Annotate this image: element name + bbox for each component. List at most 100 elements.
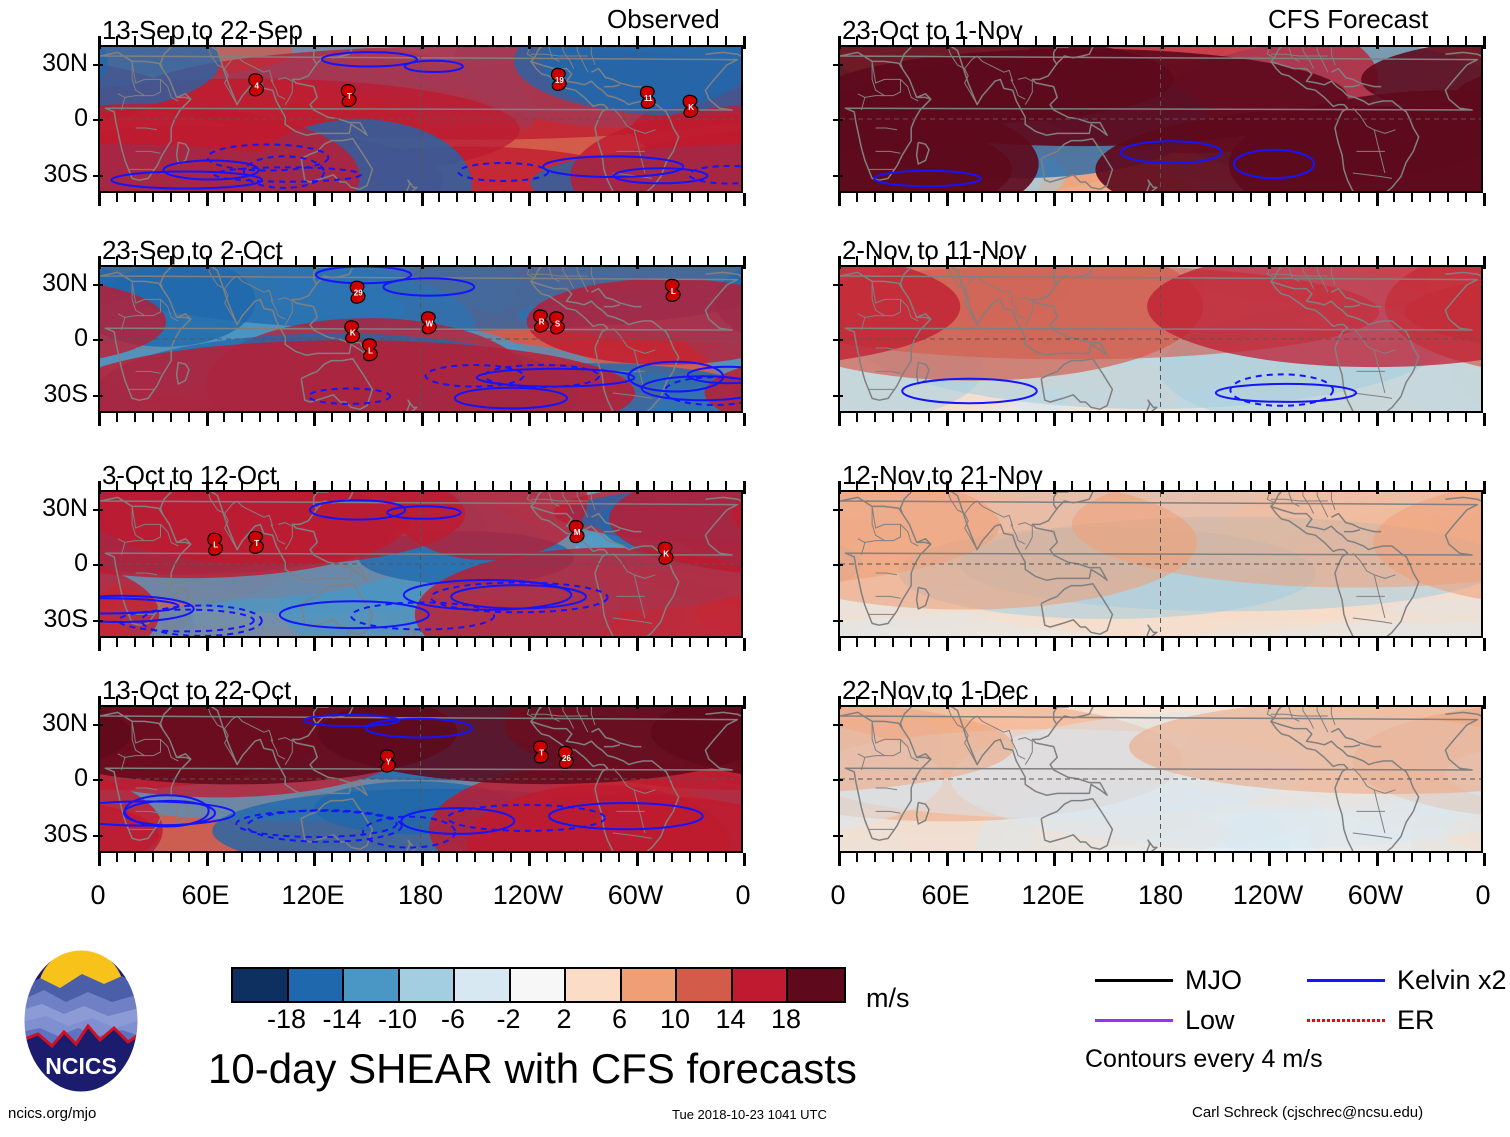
coastlines: [840, 492, 1481, 636]
storm-marker: L: [362, 338, 378, 362]
x-ticks-top-obs-1: [98, 36, 746, 49]
x-ticks-top-obs-3: [98, 481, 746, 494]
y-tick-label-30N: 30N: [42, 708, 88, 737]
legend-label-low: Low: [1185, 1005, 1235, 1035]
y-ticks-fcst-4: [833, 705, 843, 853]
y-ticks-fcst-2: [833, 265, 843, 413]
x-ticks-top-fcst-3: [838, 481, 1486, 494]
x-tick-label-left-3: 180: [397, 880, 444, 910]
panel-title-obs-2: 23-Sep to 2-Oct: [102, 235, 283, 265]
map-panel-fcst-3[interactable]: [838, 490, 1483, 638]
svg-text:K: K: [663, 550, 669, 559]
colorbar-bin-10: [788, 969, 844, 1001]
colorbar-tick--18: -18: [266, 1004, 307, 1034]
coastlines: [100, 492, 741, 636]
colorbar-bin-6: [566, 969, 622, 1001]
svg-text:T: T: [254, 539, 259, 548]
wave-contours: [873, 140, 1315, 188]
wave-contours: [100, 499, 609, 636]
y-tick-label-0: 0: [74, 104, 88, 132]
svg-text:29: 29: [354, 289, 363, 298]
author-credit[interactable]: Carl Schreck (cjschrec@ncsu.edu): [1192, 1104, 1424, 1121]
y-tick-label-30S: 30S: [43, 604, 88, 633]
map-panel-fcst-1[interactable]: [838, 45, 1483, 193]
colorbar-bin-0: [233, 969, 289, 1001]
storm-marker: R: [533, 309, 549, 333]
panel-title-fcst-1: 23-Oct to 1-Nov: [842, 15, 1023, 45]
map-panel-fcst-2[interactable]: [838, 265, 1483, 413]
x-ticks-top-obs-2: [98, 256, 746, 269]
coastlines: [840, 707, 1481, 851]
map-panel-obs-2[interactable]: 29 K W R S L L: [98, 265, 743, 413]
storm-marker: 4: [248, 73, 265, 97]
colorbar-bin-3: [399, 969, 455, 1001]
y-ticks-obs-3: [93, 490, 103, 638]
legend-line-mjo: [1095, 979, 1173, 982]
x-ticks-fcst-2: [838, 413, 1486, 426]
legend-label-er: ER: [1397, 1005, 1435, 1035]
svg-text:T: T: [539, 749, 544, 758]
y-ticks-fcst-3: [833, 490, 843, 638]
map-panel-obs-4[interactable]: Y T 26: [98, 705, 743, 853]
storm-marker: K: [344, 320, 361, 344]
x-tick-label-left-1: 60E: [181, 880, 230, 910]
colorbar-tick-18: 18: [770, 1004, 802, 1034]
column-label-forecast: CFS Forecast: [1268, 4, 1429, 34]
wave-contours: [901, 373, 1358, 407]
storm-marker: K: [682, 94, 699, 119]
coastlines: [840, 267, 1481, 411]
x-ticks-obs-4: [98, 853, 746, 866]
legend-label-mjo: MJO: [1185, 965, 1242, 995]
x-tick-label-right-4: 120W: [1232, 880, 1304, 910]
map-panel-obs-3[interactable]: L T M K: [98, 490, 743, 638]
svg-text:Y: Y: [386, 758, 392, 767]
storm-marker: 11: [639, 85, 656, 110]
colorbar-bin-8: [677, 969, 733, 1001]
svg-text:19: 19: [555, 76, 564, 85]
storm-marker: L: [207, 532, 224, 556]
panel-title-fcst-4: 22-Nov to 1-Dec: [842, 675, 1029, 705]
map-panel-obs-1[interactable]: 4 T 19 11 K: [98, 45, 743, 193]
colorbar-units: m/s: [866, 983, 910, 1013]
x-ticks-top-fcst-4: [838, 696, 1486, 709]
x-ticks-fcst-3: [838, 638, 1486, 651]
y-tick-label-30S: 30S: [43, 379, 88, 408]
main-title: 10-day SHEAR with CFS forecasts: [208, 1045, 857, 1092]
colorbar-bin-7: [621, 969, 677, 1001]
storm-marker: 19: [550, 67, 567, 92]
storm-markers: L T M K: [207, 519, 674, 565]
y-tick-label-0: 0: [74, 764, 88, 792]
colorbar-bin-5: [510, 969, 566, 1001]
storm-marker: W: [420, 311, 437, 335]
panel-title-fcst-2: 2-Nov to 11-Nov: [842, 235, 1027, 265]
storm-markers: 29 K W R S L L: [344, 278, 681, 362]
legend-label-kelvin: Kelvin x2: [1397, 965, 1507, 995]
logo-wordmark: NCICS: [45, 1053, 117, 1079]
svg-text:11: 11: [644, 94, 653, 103]
svg-text:T: T: [347, 92, 352, 101]
x-tick-label-right-2: 120E: [1021, 880, 1085, 910]
storm-markers: 4 T 19 11 K: [248, 67, 699, 119]
storm-marker: K: [657, 541, 674, 565]
x-tick-label-left-6: 0: [735, 880, 751, 910]
svg-text:M: M: [574, 528, 581, 537]
svg-text:26: 26: [562, 754, 571, 763]
colorbar-tick-2: 2: [556, 1004, 572, 1034]
x-tick-label-right-5: 60W: [1347, 880, 1404, 910]
x-ticks-top-obs-4: [98, 696, 746, 709]
svg-text:4: 4: [254, 81, 259, 90]
y-ticks-obs-1: [93, 45, 103, 193]
x-tick-label-left-5: 60W: [607, 880, 664, 910]
site-link[interactable]: ncics.org/mjo: [8, 1105, 97, 1122]
colorbar-tick-14: 14: [715, 1004, 746, 1034]
x-tick-label-right-3: 180: [1137, 880, 1184, 910]
y-ticks-obs-4: [93, 705, 103, 853]
colorbar-tick-10: 10: [659, 1004, 691, 1034]
storm-marker: 26: [558, 745, 574, 770]
svg-text:L: L: [213, 541, 218, 550]
x-tick-label-right-1: 60E: [921, 880, 970, 910]
timestamp: Tue 2018-10-23 1041 UTC: [672, 1107, 827, 1122]
map-panel-fcst-4[interactable]: [838, 705, 1483, 853]
svg-text:L: L: [368, 346, 373, 355]
y-ticks-fcst-1: [833, 45, 843, 193]
